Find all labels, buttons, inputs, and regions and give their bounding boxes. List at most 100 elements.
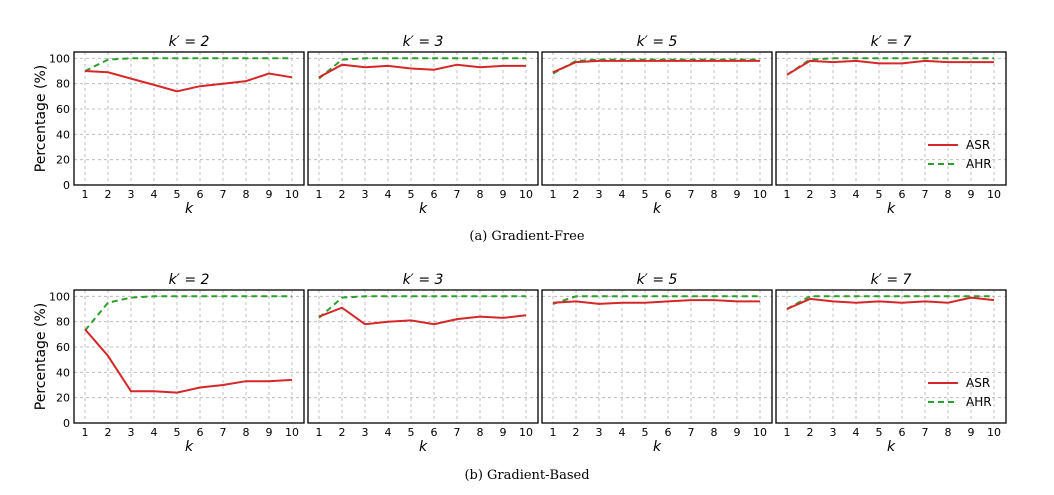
y-tick-label: 80 [56,316,70,329]
x-tick-label: 2 [339,188,346,201]
series-line-asr [84,70,293,93]
series-line-ahr [84,57,292,72]
x-axis-label: k [419,439,428,455]
x-tick-label: 1 [784,188,791,201]
x-tick-label: 3 [128,188,135,201]
x-tick-label: 7 [688,188,695,201]
x-tick-label: 1 [316,426,323,439]
x-tick-label: 4 [853,188,860,201]
y-tick-label: 0 [63,179,70,192]
panel-title: k′ = 3 [403,272,444,288]
x-tick-label: 2 [807,188,814,201]
series-line-ahr [786,295,994,310]
x-tick-label: 10 [519,426,533,439]
series-line-asr [552,299,760,305]
x-tick-label: 9 [266,188,273,201]
x-tick-label: 7 [454,426,461,439]
x-tick-label: 6 [431,426,438,439]
x-tick-label: 9 [266,426,273,439]
x-tick-label: 2 [573,188,580,201]
x-tick-label: 6 [431,188,438,201]
legend-label-asr: ASR [966,138,990,152]
x-tick-label: 1 [550,426,557,439]
series-line-ahr [84,295,292,332]
panel-frame [73,51,305,186]
x-tick-label: 3 [596,188,603,201]
x-tick-label: 3 [830,426,837,439]
panel-title: k′ = 2 [169,34,210,50]
x-tick-label: 4 [385,188,392,201]
x-tick-label: 5 [876,188,883,201]
series-line-asr [786,296,995,310]
series-line-ahr [318,57,526,80]
x-tick-label: 7 [688,426,695,439]
x-axis-label: k [887,439,896,455]
x-tick-label: 2 [339,426,346,439]
x-tick-label: 4 [619,188,626,201]
x-axis-label: k [185,439,194,455]
panel-frame [307,51,539,186]
x-tick-label: 5 [642,188,649,201]
y-tick-label: 20 [56,154,70,167]
y-tick-label: 20 [56,392,70,405]
x-tick-label: 10 [987,426,1001,439]
x-tick-label: 6 [899,426,906,439]
x-tick-label: 7 [220,426,227,439]
x-tick-label: 1 [550,188,557,201]
x-tick-label: 5 [408,188,415,201]
legend-label-ahr: AHR [966,157,992,171]
panel-title: k′ = 3 [403,34,444,50]
x-tick-label: 6 [665,188,672,201]
series-line-asr [786,59,994,76]
x-tick-label: 10 [987,188,1001,201]
x-tick-label: 2 [105,426,112,439]
x-axis-label: k [887,201,896,217]
legend-label-asr: ASR [966,376,990,390]
x-tick-label: 3 [830,188,837,201]
x-tick-label: 3 [362,188,369,201]
x-tick-label: 5 [174,188,181,201]
series-line-asr [318,306,527,326]
x-tick-label: 5 [408,426,415,439]
x-tick-label: 2 [105,188,112,201]
x-tick-label: 9 [968,426,975,439]
x-tick-label: 10 [753,426,767,439]
panel-title: k′ = 7 [871,272,912,288]
y-tick-label: 80 [56,78,70,91]
x-tick-label: 4 [151,188,158,201]
legend-label-ahr: AHR [966,395,992,409]
series-line-asr [318,63,526,79]
x-tick-label: 1 [316,188,323,201]
x-tick-label: 3 [362,426,369,439]
caption-gradient-free: (a) Gradient-Free [469,229,585,244]
y-tick-label: 100 [49,52,70,65]
x-tick-label: 1 [784,426,791,439]
series-line-ahr [552,295,760,305]
x-tick-label: 8 [243,188,250,201]
x-tick-label: 10 [285,426,299,439]
x-tick-label: 9 [734,426,741,439]
x-tick-label: 8 [945,426,952,439]
y-tick-label: 60 [56,341,70,354]
series-line-ahr [552,58,760,75]
x-tick-label: 7 [220,188,227,201]
x-tick-label: 6 [197,188,204,201]
x-axis-label: k [419,201,428,217]
panel-title: k′ = 2 [169,272,210,288]
panel-frame [541,51,773,186]
x-tick-label: 8 [477,426,484,439]
x-tick-label: 5 [642,426,649,439]
panel-frame [775,289,1007,424]
x-tick-label: 3 [596,426,603,439]
panel-frame [541,289,773,424]
x-tick-label: 10 [285,188,299,201]
x-tick-label: 9 [500,426,507,439]
x-tick-label: 9 [968,188,975,201]
x-tick-label: 5 [876,426,883,439]
y-axis-label: Percentage (%) [33,65,49,172]
y-tick-label: 40 [56,128,70,141]
x-tick-label: 5 [174,426,181,439]
x-tick-label: 1 [82,426,89,439]
x-axis-label: k [653,439,662,455]
